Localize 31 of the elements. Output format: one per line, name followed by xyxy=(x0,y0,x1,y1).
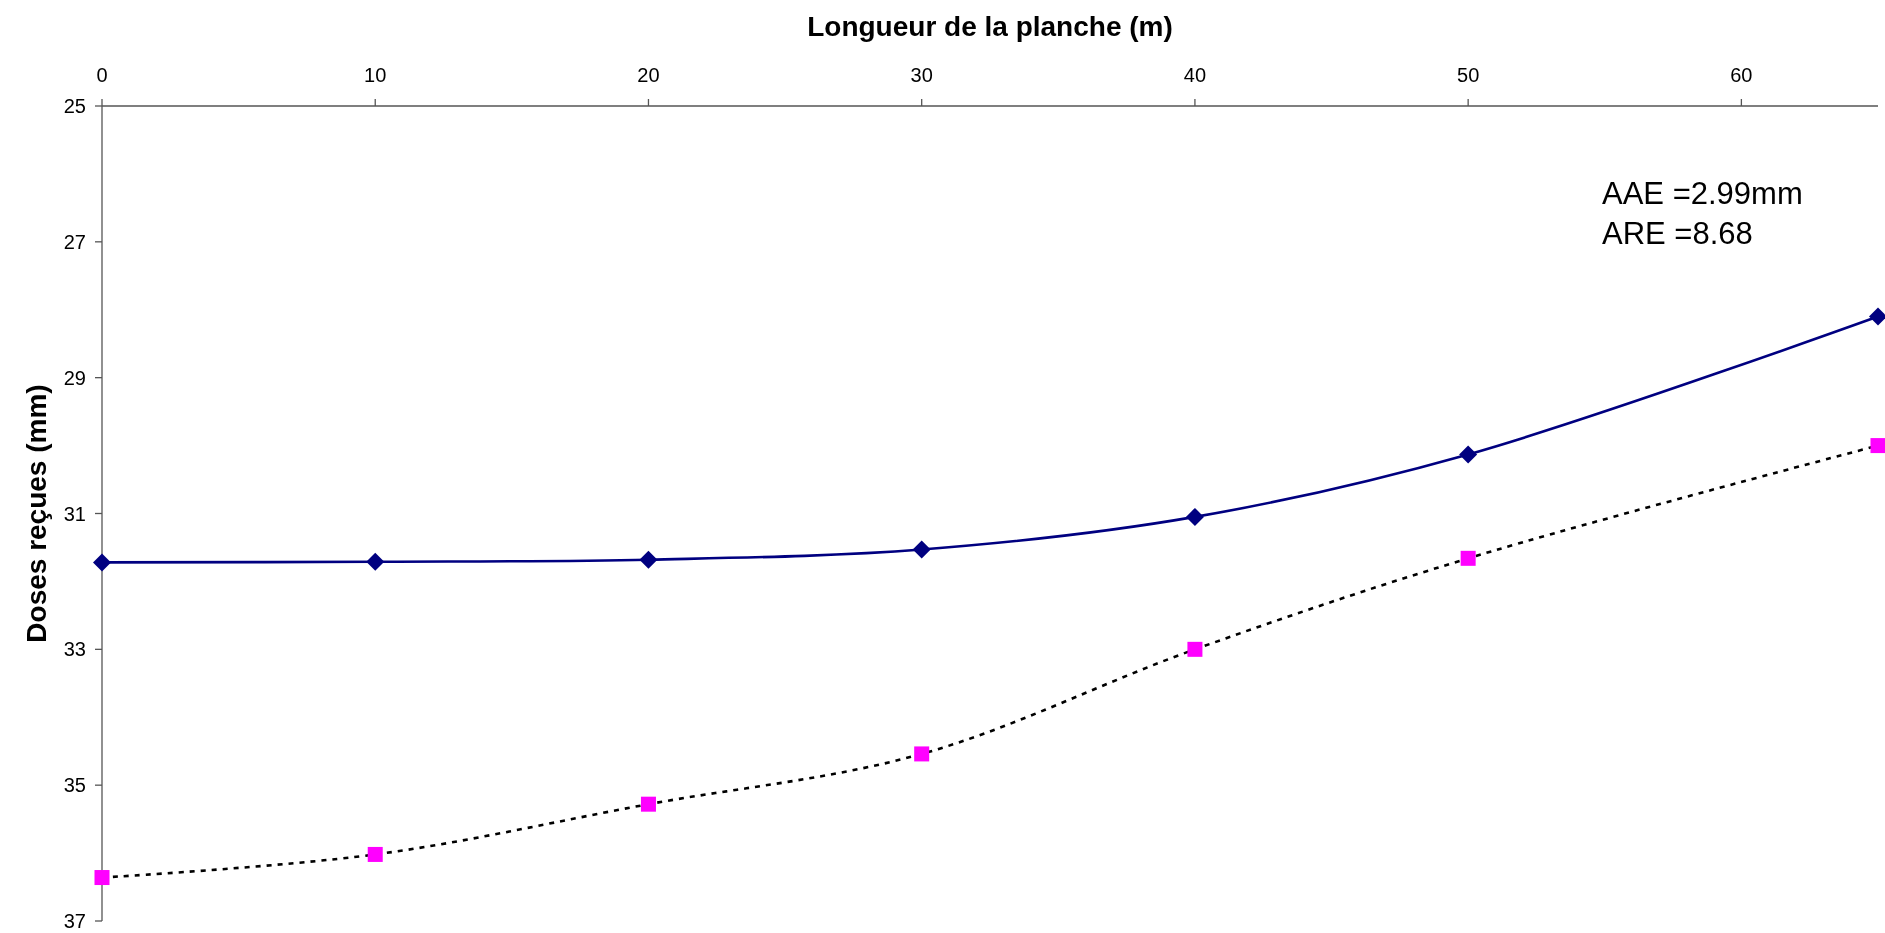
y-tick-label: 29 xyxy=(63,366,86,389)
x-axis-title: Longueur de la planche (m) xyxy=(807,11,1173,42)
x-tick-label: 50 xyxy=(1457,64,1480,86)
x-tick-label: 30 xyxy=(910,64,933,86)
point xyxy=(1870,438,1885,454)
x-tick-label: 20 xyxy=(637,64,660,86)
y-tick-label: 33 xyxy=(63,638,86,661)
point xyxy=(639,550,658,569)
x-tick-label: 10 xyxy=(364,64,387,86)
annotation: AAE =2.99mm xyxy=(1602,176,1803,211)
y-tick-label: 31 xyxy=(63,502,86,525)
point xyxy=(366,552,385,571)
point xyxy=(94,870,110,886)
y-tick-label: 37 xyxy=(63,910,86,932)
y-tick-label: 27 xyxy=(63,230,86,253)
x-tick-label: 60 xyxy=(1730,64,1753,86)
point xyxy=(1460,550,1476,566)
point xyxy=(1459,445,1478,464)
point xyxy=(912,540,931,559)
y-axis-title: Doses reçues (mm) xyxy=(21,384,52,643)
y-tick-label: 25 xyxy=(63,95,86,117)
point xyxy=(1185,507,1204,526)
x-tick-label: 40 xyxy=(1183,64,1207,86)
point xyxy=(914,746,930,762)
annotation: ARE =8.68 xyxy=(1602,216,1753,251)
point xyxy=(640,796,656,812)
point xyxy=(93,553,111,572)
y-tick-label: 35 xyxy=(63,774,86,797)
point xyxy=(1187,641,1203,657)
x-tick-label: 0 xyxy=(96,64,108,86)
point xyxy=(367,846,383,862)
